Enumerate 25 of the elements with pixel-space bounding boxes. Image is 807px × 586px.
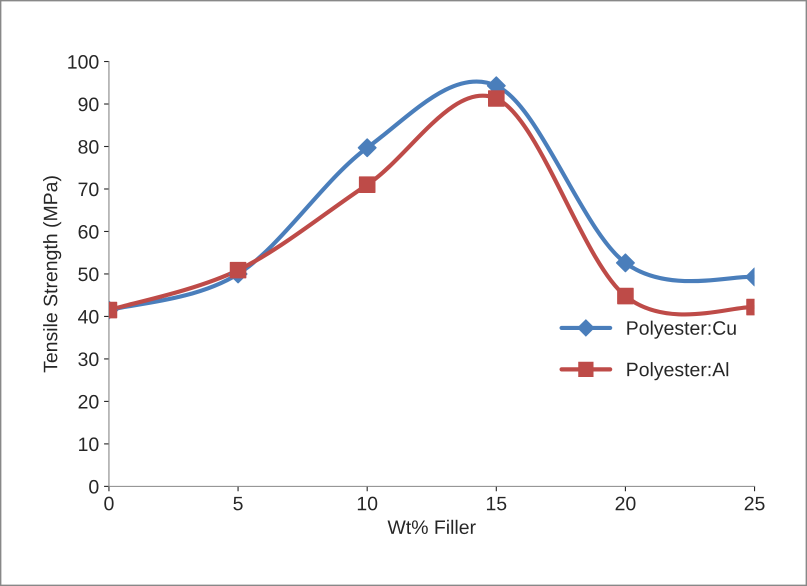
point: [358, 176, 376, 194]
y-tick-label: 10: [79, 437, 98, 452]
x-axis-title: Wt% Filler: [388, 520, 476, 534]
x-tick-label: 20: [616, 496, 636, 510]
point: [488, 90, 505, 107]
y-tick-label: 30: [78, 352, 98, 366]
y-tick-label: 90: [78, 97, 98, 112]
y-tick-label: 60: [78, 224, 98, 239]
y-tick-label: 50: [78, 267, 98, 282]
y-tick-label: 20: [78, 394, 98, 409]
point: [230, 262, 246, 278]
y-tick-label: 80: [78, 140, 98, 154]
x-tick-label: 0: [104, 496, 114, 510]
y-tick-label: 70: [78, 182, 98, 196]
y-tick-label: 40: [78, 310, 98, 324]
y-tick-label: 100: [68, 55, 98, 69]
y-tick-label: 0: [89, 480, 98, 494]
point: [358, 138, 377, 158]
x-tick-label: 10: [358, 496, 378, 510]
y-axis-title: Tensile Strength (MPa): [43, 176, 62, 372]
legend-label: Polyester:Al: [627, 362, 728, 380]
legend-label: Polyester:Cu: [627, 320, 736, 339]
x-tick-label: 5: [233, 496, 243, 510]
x-tick-label: 15: [486, 496, 506, 510]
x-tick-label: 25: [744, 496, 765, 510]
